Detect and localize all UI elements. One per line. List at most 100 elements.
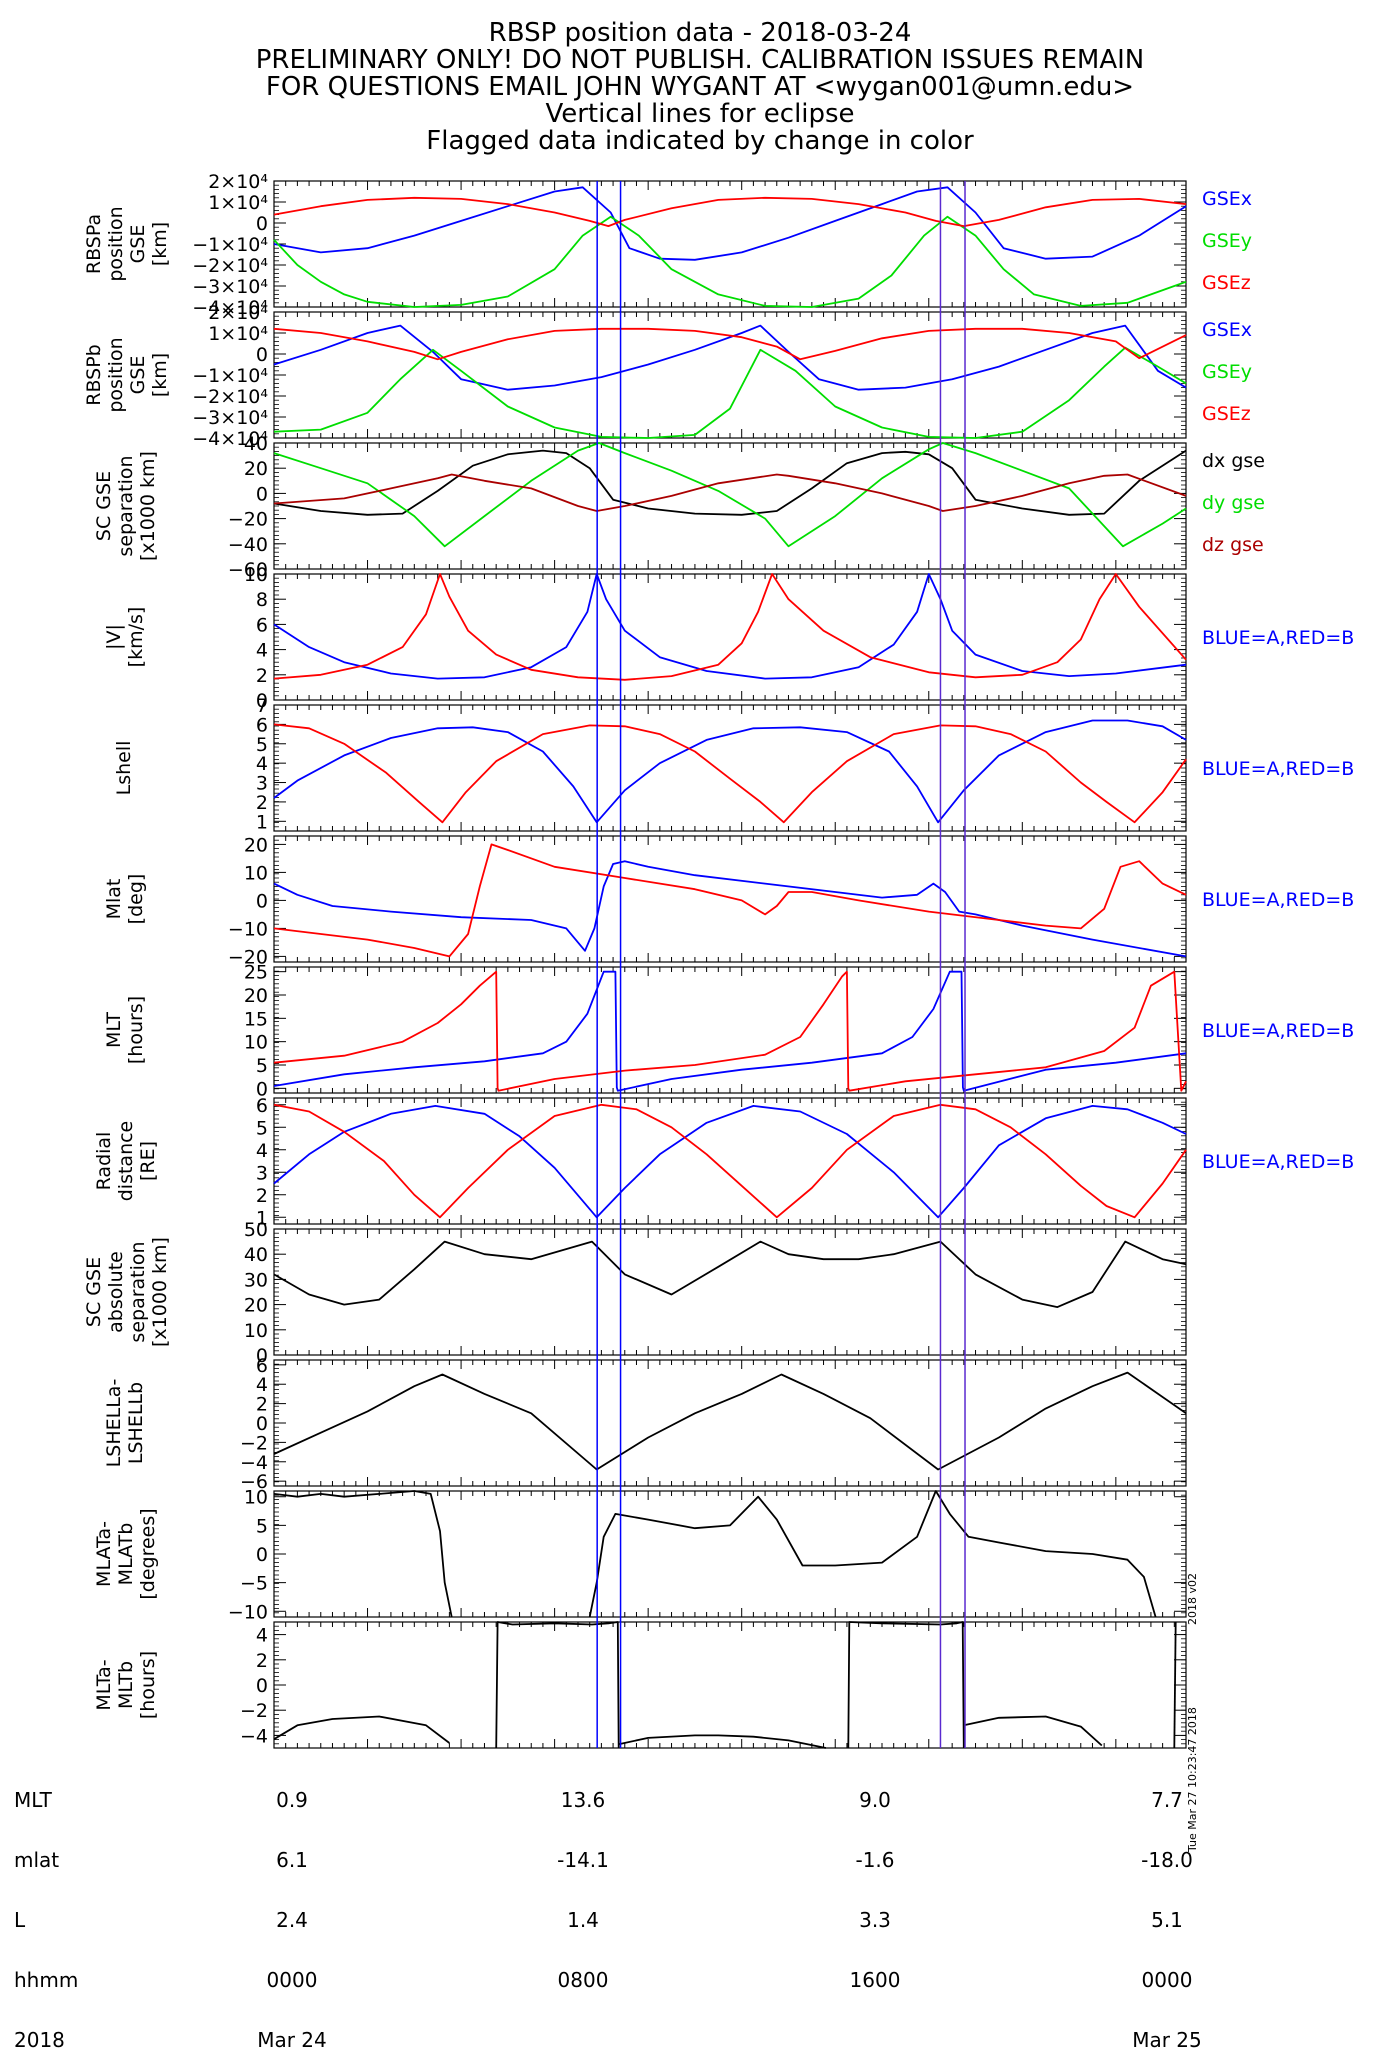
- y-tick-label: −4: [240, 1452, 268, 1474]
- legend-entry: GSEy: [1202, 230, 1252, 252]
- y-tick-label: −1×10⁴: [192, 234, 268, 256]
- y-tick-label: −2: [240, 1700, 268, 1722]
- y-axis-label: MLTb: [115, 1661, 137, 1709]
- y-tick-label: 10: [244, 1487, 268, 1509]
- legend-entry: BLUE=A,RED=B: [1202, 889, 1354, 911]
- series-line-GSEy: [273, 215, 1187, 308]
- footer-label-mlat: mlat: [14, 1848, 60, 1872]
- series-line-B: [273, 970, 1187, 1092]
- panel-mlt-difference: 4 2 0 −2 −4 MLTa- MLTb [hours]: [93, 1621, 1187, 1749]
- y-tick-label: 20: [244, 458, 268, 480]
- legend-entry: dy gse: [1202, 492, 1265, 514]
- y-axis-label: position: [105, 337, 127, 412]
- y-tick-label: 10: [244, 1032, 268, 1054]
- y-tick-label: 2: [256, 792, 268, 814]
- series-line-B: [273, 723, 1187, 824]
- y-tick-label: 50: [244, 1219, 268, 1241]
- y-tick-label: −3×10⁴: [192, 276, 268, 298]
- y-axis-label: SC GSE: [93, 471, 115, 541]
- y-tick-label: 4: [256, 1140, 268, 1162]
- panel-frame: [273, 1359, 1187, 1487]
- footer-value: 0000: [1141, 1968, 1193, 1992]
- y-tick-label: 2: [256, 1650, 268, 1672]
- y-axis-label: RBSPa: [83, 214, 105, 274]
- y-tick-label: 4: [256, 640, 268, 662]
- y-tick-label: −20: [228, 509, 268, 531]
- y-tick-label: 40: [244, 1244, 268, 1266]
- y-tick-label: −4×10⁴: [192, 297, 268, 319]
- panel-frame: [273, 1228, 1187, 1356]
- footer-value: 0800: [557, 1968, 609, 1992]
- y-tick-label: −4×10⁴: [192, 428, 268, 450]
- series-line-A: [273, 860, 1187, 958]
- y-tick-label: 6: [256, 1095, 268, 1117]
- series-line-GSEx: [273, 324, 1187, 391]
- series-line-difference-3: [618, 1734, 827, 1749]
- y-tick-label: 4: [256, 753, 268, 775]
- panel-sc-gse-absolute-separation: 50 40 30 20 10 0 SC GSE absolute separation [x100…: [83, 1219, 1187, 1367]
- footer-value: -18.0: [1141, 1848, 1193, 1872]
- footer-value: 1600: [849, 1968, 901, 1992]
- footer-column-0: 0.9 6.1 2.4 0000 Mar 24: [242, 1750, 342, 2070]
- panel-frame: [273, 704, 1187, 832]
- series-line-A: [273, 970, 1187, 1092]
- y-tick-label: 2: [256, 1185, 268, 1207]
- footer-column-3: 7.7 -18.0 5.1 0000 Mar 25: [1117, 1750, 1217, 2070]
- y-axis-label: [km]: [149, 222, 171, 266]
- y-tick-label: −3×10⁴: [192, 407, 268, 429]
- footer-value: Mar 25: [1132, 2028, 1202, 2052]
- timestamp-label: Tue Mar 27 10:23:47 2018: [1186, 1707, 1199, 1853]
- y-tick-label: 0: [256, 1413, 268, 1435]
- y-tick-label: 0: [256, 1544, 268, 1566]
- y-tick-label: −40: [228, 534, 268, 556]
- y-tick-label: 0: [256, 690, 268, 712]
- y-axis-label: [degrees]: [137, 1508, 159, 1599]
- panel-mlat: 20 10 0 −10 −20 Mlat [deg] BLUE=A,RED=B: [103, 834, 1354, 968]
- chart-subtitle-eclipse: Vertical lines for eclipse: [545, 99, 855, 129]
- y-tick-label: 7: [256, 695, 268, 717]
- y-tick-label: 1×10⁴: [208, 192, 268, 214]
- y-axis-label: separation: [115, 455, 137, 556]
- footer-value: 2.4: [276, 1908, 308, 1932]
- footer-value: 5.1: [1151, 1908, 1183, 1932]
- y-axis-label: LSHELLb: [125, 1382, 147, 1464]
- footer-value: Mar 24: [257, 2028, 327, 2052]
- legend-entry: dz gse: [1202, 534, 1264, 556]
- series-line-separation: [273, 1240, 1187, 1308]
- y-tick-label: −60: [228, 559, 268, 581]
- chart-subtitle-flagged: Flagged data indicated by change in colo…: [426, 126, 974, 156]
- chart-title: RBSP position data - 2018-03-24: [488, 18, 912, 48]
- y-axis-label: Lshell: [113, 741, 135, 796]
- y-tick-label: 2: [256, 1394, 268, 1416]
- y-axis-label: MLTa-: [93, 1659, 115, 1710]
- footer-value: 9.0: [859, 1788, 891, 1812]
- panel-frame: [273, 1490, 1187, 1618]
- panel-frame: [273, 1621, 1187, 1749]
- footer-value: 13.6: [560, 1788, 606, 1812]
- y-axis-label: [km/s]: [125, 607, 147, 668]
- y-tick-label: 5: [256, 1117, 268, 1139]
- y-axis-label: MLT: [103, 1012, 125, 1048]
- y-tick-label: 10: [244, 1320, 268, 1342]
- y-tick-label: 2: [256, 665, 268, 687]
- footer-row-labels: MLT mlat L hhmm 2018: [14, 1750, 78, 2070]
- legend-entry: dx gse: [1202, 450, 1265, 472]
- y-tick-label: −1×10⁴: [192, 365, 268, 387]
- y-axis-label: LSHELLa-: [103, 1379, 125, 1468]
- series-line-difference: [273, 1715, 450, 1744]
- y-tick-label: 0: [256, 1078, 268, 1100]
- y-tick-label: −2×10⁴: [192, 386, 268, 408]
- series-line-dx-gse: [273, 449, 1187, 516]
- y-tick-label: 10: [244, 862, 268, 884]
- series-line-difference-5: [963, 1715, 1103, 1747]
- footer-value: 6.1: [276, 1848, 308, 1872]
- chart-subtitle-warning: PRELIMINARY ONLY! DO NOT PUBLISH. CALIBR…: [255, 45, 1145, 75]
- y-tick-label: 0: [256, 213, 268, 235]
- y-tick-label: 2×10⁴: [208, 302, 268, 324]
